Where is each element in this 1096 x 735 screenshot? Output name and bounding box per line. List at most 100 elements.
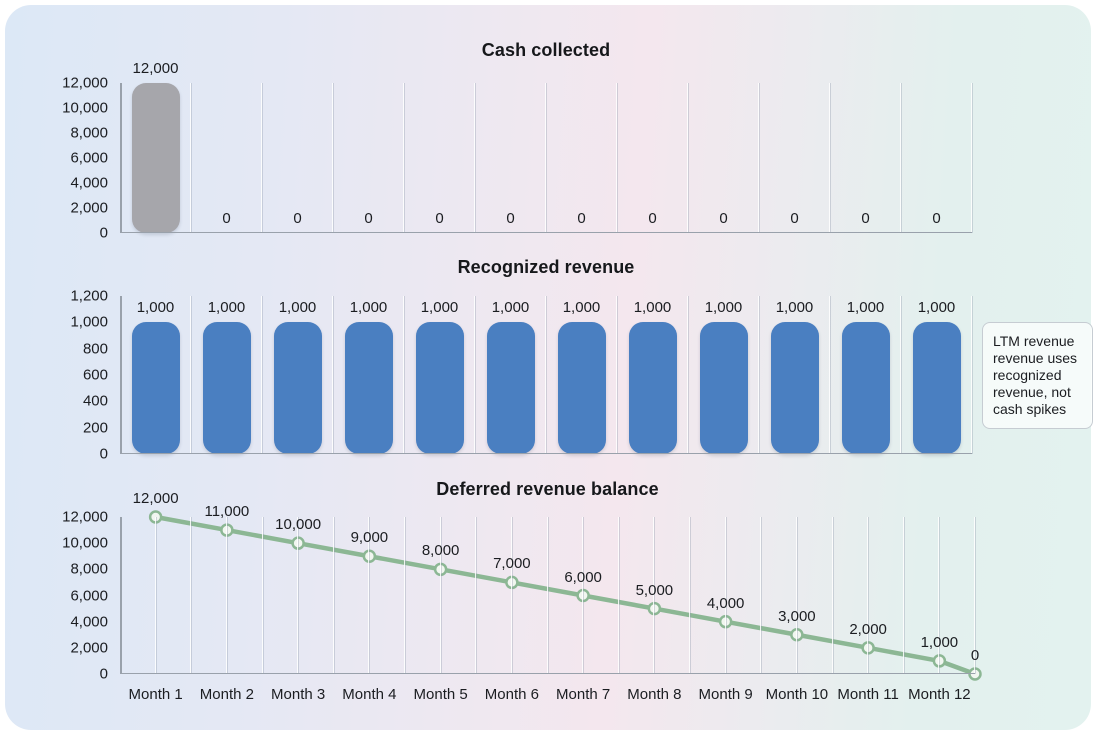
gridline [831, 517, 834, 674]
gridline [439, 517, 442, 674]
recognized-revenue-plot-area: 1,000 1,000 1,000 1,000 1,000 1,000 1,000 1,000… [120, 296, 973, 454]
y-axis-tick-label: 8,000 [70, 124, 108, 142]
bar [344, 322, 393, 454]
y-axis-tick-label: 0 [99, 224, 108, 242]
bar-value-label: 0 [577, 210, 586, 227]
gridline [368, 517, 371, 674]
cash-collected-plot-area: 12,000 0 0 0 0 0 0 0 0 0 0 0 [120, 60, 973, 233]
bar [699, 322, 748, 454]
gridline [261, 296, 263, 454]
data-point-marker [148, 510, 163, 524]
y-axis-tick-label: 0 [99, 665, 108, 683]
bar-value-label: 0 [222, 210, 231, 227]
bar-value-label: 1,000 [420, 299, 459, 317]
y-axis-tick-label: 6,000 [70, 587, 108, 604]
point-value-label: 11,000 [204, 503, 250, 521]
data-point-marker [433, 562, 448, 577]
bar-value-label: 1,000 [349, 299, 388, 317]
cash-collected-title: Cash collected [481, 40, 611, 60]
bar-value-label: 1,000 [207, 299, 246, 317]
point-value-label: 9,000 [350, 529, 389, 547]
y-axis-line [120, 296, 122, 454]
gridline [261, 83, 263, 233]
x-axis-tick-label: Month 8 [627, 686, 682, 703]
gridline [474, 296, 476, 454]
gridline [758, 83, 760, 233]
gridline [510, 517, 513, 674]
bar [273, 322, 322, 454]
y-axis-tick-label: 8,000 [70, 560, 108, 578]
gridline [617, 517, 620, 674]
y-axis-tick-label: 12,000 [62, 508, 108, 526]
gridline [687, 296, 689, 454]
gridline [154, 517, 157, 674]
gridline [687, 83, 689, 233]
gridline [724, 517, 727, 674]
data-point-marker [790, 628, 804, 642]
y-axis-tick-label: 6,000 [70, 149, 108, 167]
gridline [653, 517, 656, 674]
point-value-label: 12,000 [132, 490, 179, 507]
gridline [974, 517, 976, 674]
bar-value-label: 0 [790, 210, 799, 227]
data-point-marker [932, 654, 947, 668]
y-axis-tick-label: 200 [82, 419, 108, 437]
gridline [332, 83, 334, 233]
bar [486, 322, 535, 454]
x-axis-tick-label: Month 11 [837, 686, 899, 703]
y-axis-tick-label: 600 [82, 366, 108, 384]
y-axis-tick-label: 4,000 [70, 174, 108, 192]
gridline [689, 517, 691, 674]
bar-value-label: 1,000 [846, 299, 885, 317]
bar-value-label: 1,000 [704, 299, 743, 317]
data-point-marker [576, 588, 590, 603]
y-axis-line [120, 83, 122, 233]
point-value-label: 8,000 [421, 542, 460, 560]
bar [770, 322, 819, 454]
gridline [545, 83, 547, 233]
data-point-marker [968, 667, 982, 681]
point-value-label: 4,000 [706, 594, 745, 612]
y-axis-tick-label: 4,000 [70, 613, 108, 631]
gridline [795, 517, 798, 674]
deferred-revenue-title: Deferred revenue balance [436, 479, 659, 499]
data-point-marker [362, 549, 377, 563]
bar-value-label: 1,000 [775, 299, 814, 317]
y-axis-line [120, 517, 122, 674]
x-axis-tick-label: Month 5 [413, 686, 468, 703]
bar [912, 322, 961, 454]
data-point-marker [291, 536, 305, 550]
y-axis-tick-label: 10,000 [62, 99, 108, 117]
gridline [403, 296, 405, 454]
gridline [758, 296, 760, 454]
bar [131, 322, 180, 454]
bar-value-label: 1,000 [491, 299, 530, 317]
gridline [297, 517, 300, 674]
gridline [190, 517, 193, 674]
data-point-marker [647, 601, 662, 616]
bar-value-label: 0 [861, 210, 870, 227]
x-axis-tick-label: Month 3 [271, 686, 326, 703]
data-point-marker [505, 575, 519, 590]
y-axis-tick-label: 0 [99, 445, 108, 463]
gridline [582, 517, 585, 674]
gridline [475, 517, 478, 674]
gridline [971, 83, 973, 233]
gridline [403, 83, 405, 233]
gridline [867, 517, 870, 674]
bar-value-label: 1,000 [136, 299, 175, 317]
annotation-text: LTM revenue revenue uses recognized reve… [993, 333, 1078, 417]
gridline [545, 296, 547, 454]
gridline [190, 296, 192, 454]
deferred-revenue-line-series [148, 510, 982, 681]
y-axis-tick-label: 1,000 [70, 313, 108, 331]
y-axis-tick-label: 10,000 [62, 534, 108, 552]
gridline [332, 296, 334, 454]
x-axis-tick-label: Month 6 [484, 686, 539, 703]
x-axis-tick-label: Month 1 [128, 686, 183, 703]
bar-value-label: 1,000 [562, 299, 601, 317]
x-axis-line [120, 452, 972, 454]
